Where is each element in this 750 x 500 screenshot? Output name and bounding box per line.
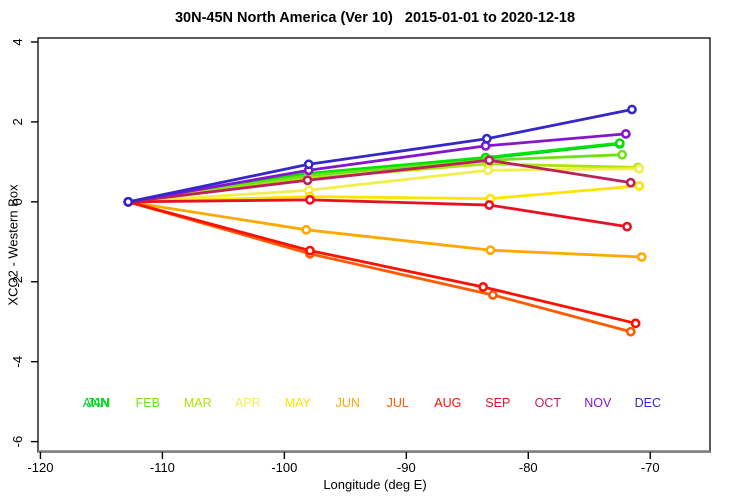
data-point-sep [484, 200, 495, 210]
data-point-dec [481, 133, 492, 144]
x-tick-label: -90 [397, 460, 416, 475]
legend-label-aug: AUG [434, 396, 461, 410]
x-tick-label: -110 [150, 460, 175, 475]
data-point-may [634, 180, 645, 191]
series-line-jul [126, 200, 633, 334]
data-point-feb [617, 149, 628, 160]
data-point-jun [636, 252, 647, 262]
data-point-dec [123, 196, 134, 207]
x-tick-label: -80 [519, 460, 538, 475]
data-point-oct [302, 175, 313, 186]
x-tick-label: -100 [271, 460, 297, 475]
y-axis-label: XCO2 - Western Box [5, 184, 21, 306]
legend-label-sep: SEP [485, 396, 510, 410]
series-line-sep [126, 198, 629, 229]
x-tick-label: -70 [641, 460, 660, 475]
data-point-jul [488, 290, 498, 300]
legend-label-nov: NOV [584, 396, 612, 410]
data-point-dec [627, 104, 637, 115]
legend-label-dec: DEC [635, 396, 661, 410]
legend-label-jul: JUL [387, 396, 409, 410]
chart-title: 30N-45N North America (Ver 10) 2015-01-0… [174, 10, 576, 26]
legend-label-ann: ANN [83, 396, 109, 410]
data-point-oct [484, 155, 495, 166]
data-point-apr [634, 163, 645, 174]
data-point-apr [483, 165, 493, 176]
y-tick-label: 2 [10, 118, 25, 125]
series-line-oct [126, 158, 633, 204]
series-line-jun [126, 200, 644, 259]
data-point-aug [630, 318, 641, 329]
data-point-aug [478, 282, 489, 292]
y-tick-label: -4 [10, 356, 25, 368]
x-tick-label: -120 [27, 460, 53, 475]
plot-box [37, 37, 711, 453]
y-tick-label: 0 [10, 198, 25, 205]
series-line-may [126, 184, 641, 204]
x-axis-label: Longitude (deg E) [323, 477, 427, 492]
data-point-jun [485, 245, 496, 256]
legend-label-feb: FEB [136, 396, 160, 410]
y-tick-label: -2 [10, 276, 25, 288]
data-point-jun [301, 224, 312, 235]
legend-label-jun: JUN [336, 396, 360, 410]
legend-label-may: MAY [285, 396, 312, 410]
data-point-sep [622, 221, 632, 232]
data-point-dec [303, 159, 314, 170]
legend-label-apr: APR [235, 396, 261, 410]
series-line-apr [126, 167, 641, 204]
series-line-dec [126, 108, 634, 204]
data-point-jul [625, 326, 636, 337]
data-point-jan [614, 138, 625, 148]
data-point-oct [625, 177, 636, 188]
data-point-sep [305, 194, 315, 205]
series-line-aug [126, 200, 638, 325]
legend-label-jan: JAN [87, 396, 111, 410]
legend-label-mar: MAR [184, 396, 212, 410]
series-line-nov [126, 132, 628, 204]
legend-label-oct: OCT [535, 396, 562, 410]
y-tick-label: 4 [10, 38, 25, 45]
data-point-aug [305, 245, 315, 256]
data-point-nov [620, 129, 631, 139]
y-tick-label: -6 [10, 436, 25, 448]
